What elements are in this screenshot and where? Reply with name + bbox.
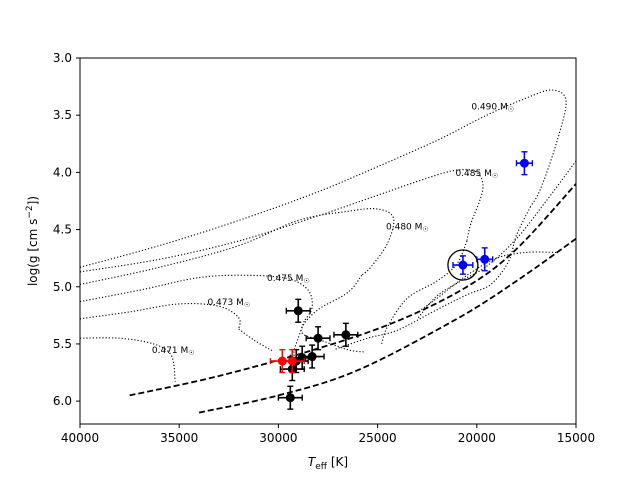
track-lobe-0 (333, 206, 531, 351)
track-lobe-6 (420, 251, 557, 311)
highlight-circle (447, 249, 479, 281)
track-label-3: 0.475 M☉ (267, 274, 310, 285)
y-tick-label: 5.0 (53, 280, 72, 294)
y-tick-label: 3.5 (53, 108, 72, 122)
track-label-0: 0.490 M☉ (471, 102, 514, 113)
point-marker (287, 356, 297, 366)
data-point-1-1 (279, 348, 305, 374)
y-tick-label: 5.5 (53, 337, 72, 351)
point-marker (341, 330, 351, 340)
data-point-0-7 (277, 385, 303, 410)
y-tick-label: 4.5 (53, 223, 72, 237)
track-lobe-1 (416, 160, 576, 320)
dashed-line-1 (198, 237, 576, 414)
plot-frame (79, 57, 577, 425)
data-point-0-0 (285, 298, 311, 323)
zams-lines (129, 183, 576, 414)
track-line-1 (80, 168, 484, 273)
point-marker (313, 333, 323, 343)
point-marker (285, 393, 295, 403)
x-tick-label: 35000 (160, 431, 198, 445)
x-tick-label: 25000 (359, 431, 397, 445)
track-line-0 (80, 89, 567, 268)
track-line-4 (80, 303, 241, 330)
track-label-1: 0.485 M☉ (455, 169, 498, 180)
point-marker (519, 158, 529, 168)
x-tick-label: 40000 (61, 431, 99, 445)
x-tick-label: 30000 (259, 431, 297, 445)
data-point-0-2 (333, 322, 359, 347)
y-axis-label: log(g [cm s−2]) (25, 196, 40, 286)
x-tick-label: 15000 (557, 431, 595, 445)
track-line-2 (80, 208, 395, 286)
evolutionary-tracks (80, 89, 576, 382)
data-point-0-1 (305, 326, 331, 351)
dashed-line-0 (129, 183, 576, 397)
point-marker (480, 254, 490, 264)
y-tick-label: 3.0 (53, 51, 72, 65)
track-label-2: 0.480 M☉ (386, 223, 429, 234)
track-line-5 (80, 337, 176, 382)
track-label-4: 0.473 M☉ (207, 298, 250, 309)
point-marker (307, 352, 317, 362)
point-marker (458, 260, 468, 270)
track-label-5: 0.471 M☉ (152, 346, 195, 357)
data-point-2-0 (515, 151, 534, 176)
x-tick-label: 20000 (458, 431, 496, 445)
x-axis-label: Teff [K] (308, 455, 348, 472)
track-lobe-5 (238, 328, 273, 352)
track-line-3 (80, 274, 313, 322)
track-lobe-2 (381, 240, 468, 345)
y-tick-label: 4.0 (53, 165, 72, 179)
data-points (269, 151, 534, 410)
y-tick-label: 6.0 (53, 394, 72, 408)
y-axis-ticks: 3.0 3.5 4.0 4.5 5.0 5.5 6.0 (53, 51, 80, 408)
x-axis-ticks: 40000 35000 30000 25000 20000 15000 (61, 424, 595, 445)
point-marker (293, 306, 303, 316)
track-labels: 0.490 M☉ 0.485 M☉ 0.480 M☉ 0.475 M☉ 0.473 M☉… (152, 102, 514, 357)
data-point-2-1 (452, 255, 474, 275)
